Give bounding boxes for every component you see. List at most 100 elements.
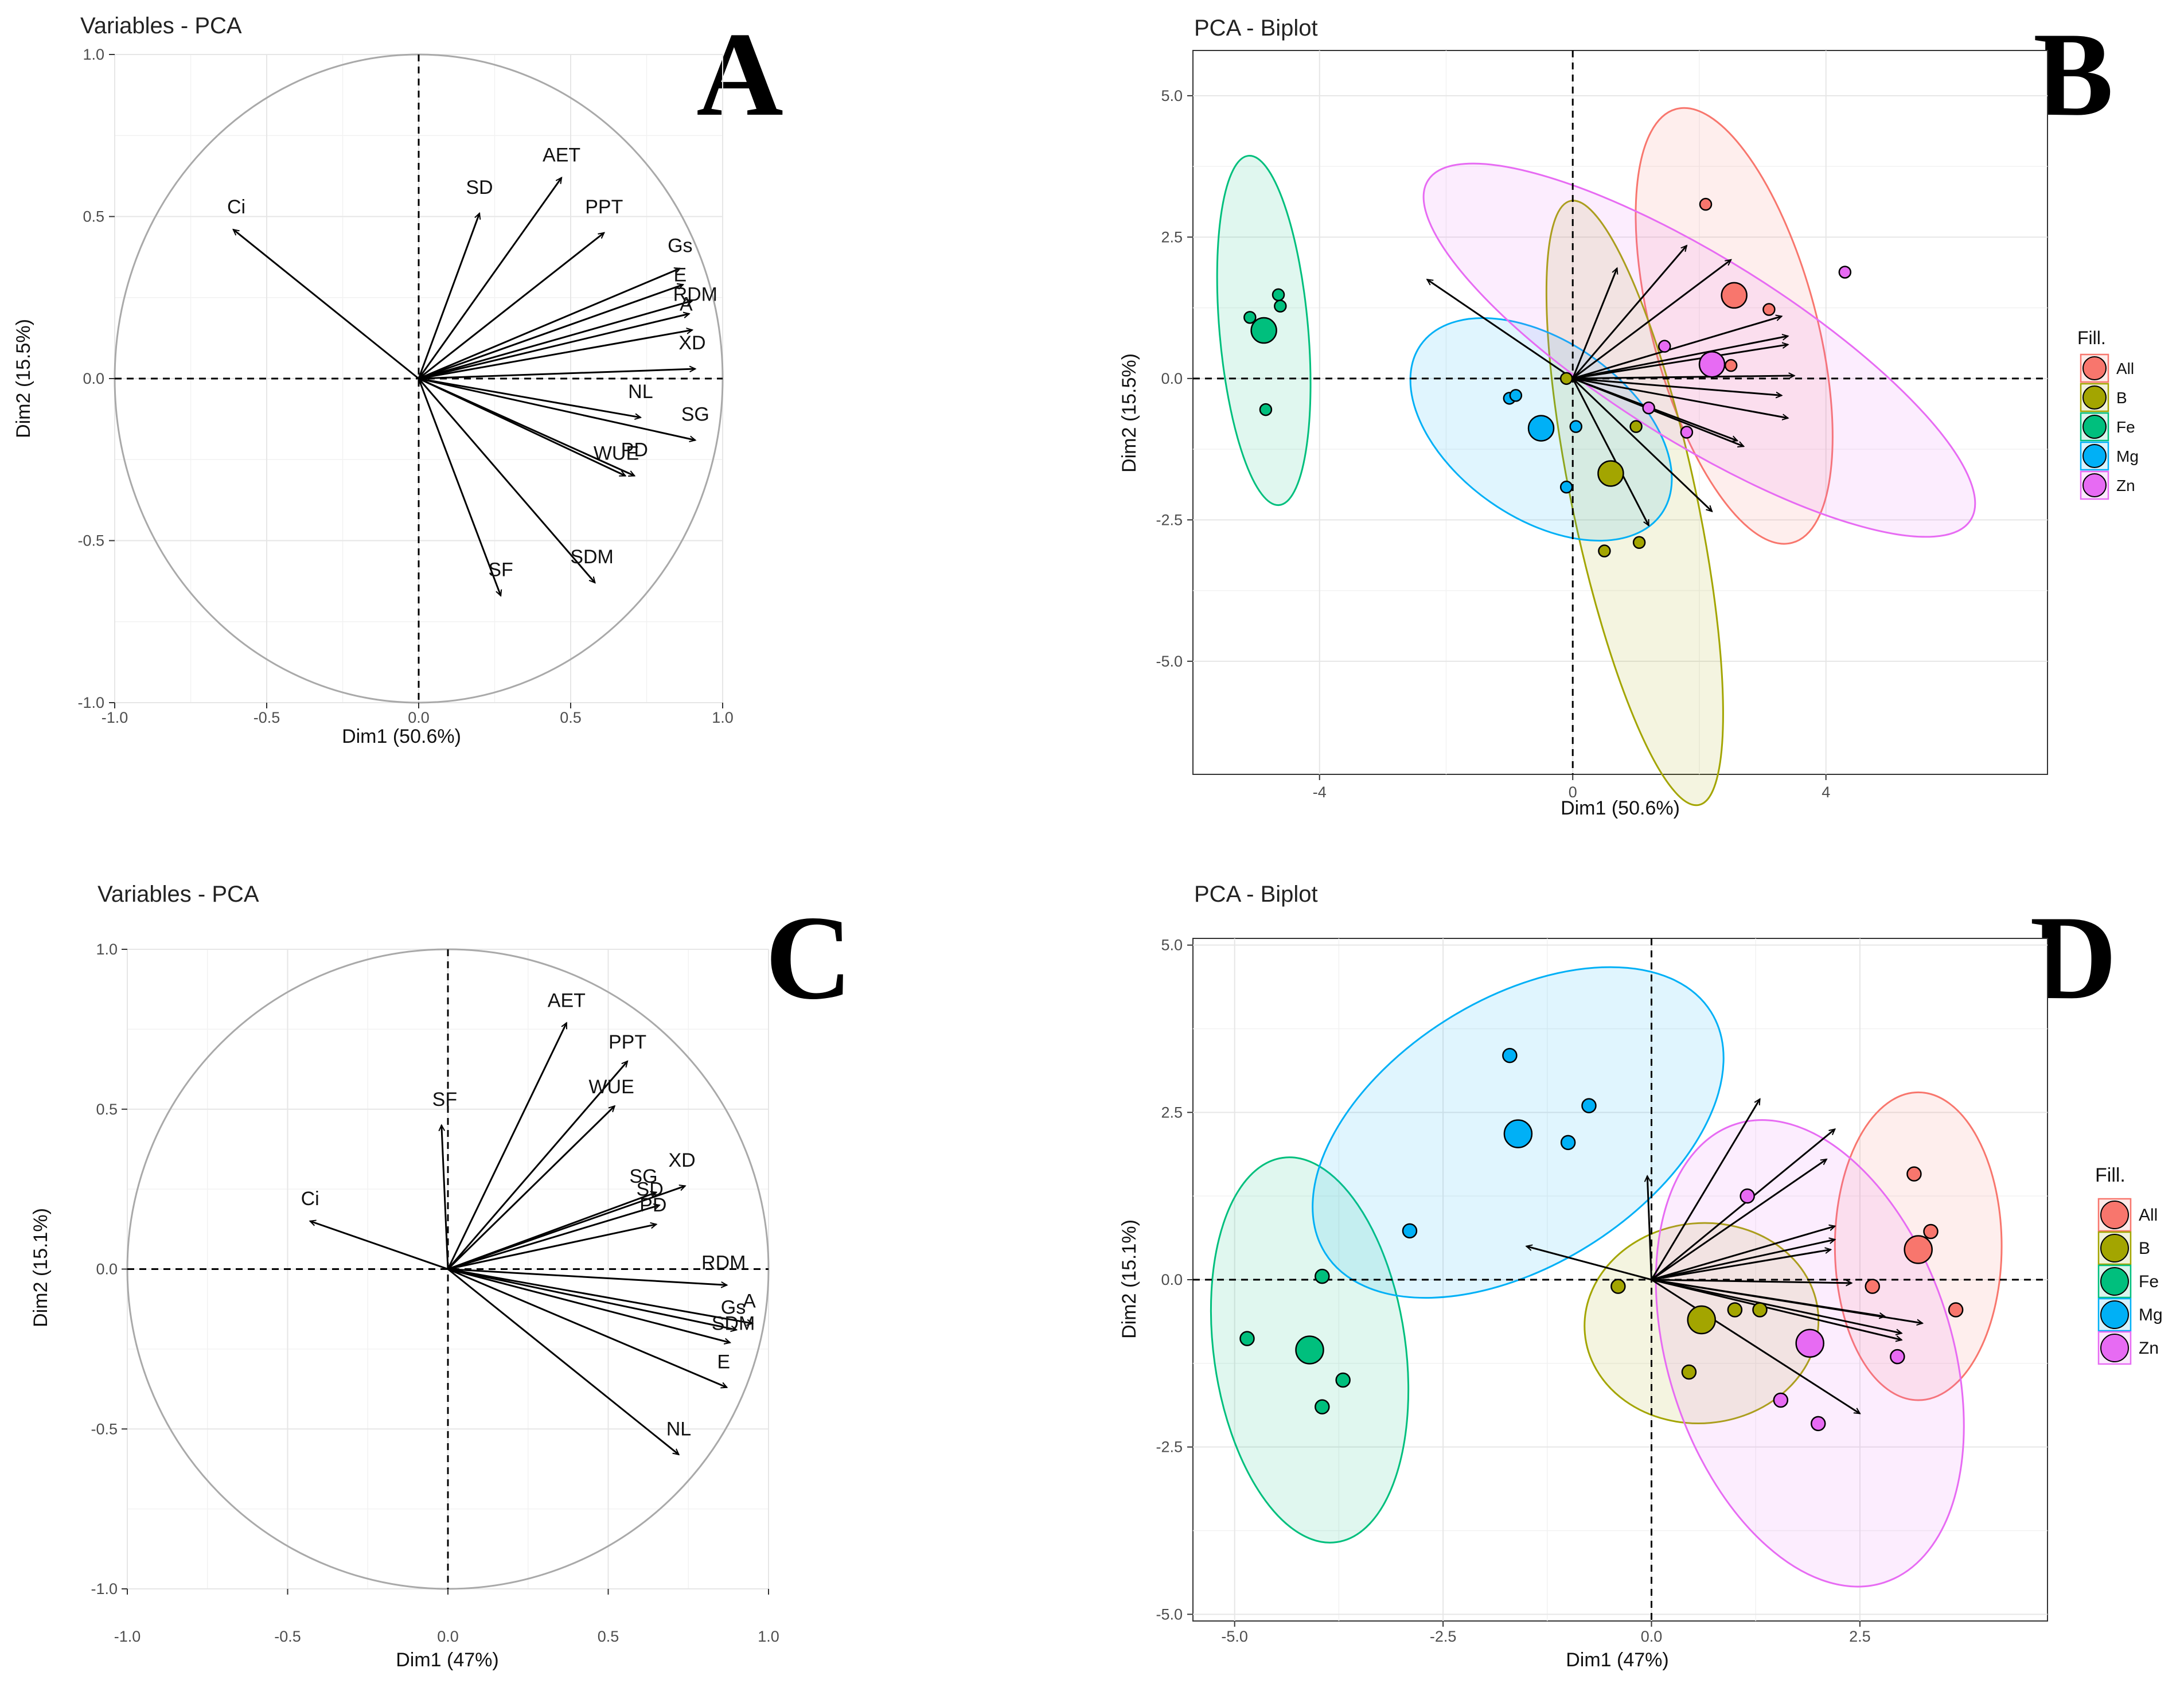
data-point [1560,1135,1576,1151]
data-point [1810,1416,1826,1432]
data-point [1239,1331,1255,1346]
x-tick-label: 0.5 [598,1628,619,1645]
vector-label: AET [548,989,586,1011]
x-axis-label: Dim1 (47%) [396,1649,498,1671]
y-axis-label: Dim2 (15.1%) [1118,1219,1140,1339]
biplot-arrow [1572,377,1712,512]
x-tick-label: 1.0 [758,1628,779,1645]
biplot-arrow [1651,1279,1902,1333]
y-tick-label: -2.5 [1156,1439,1183,1456]
vector-arrow [418,268,680,380]
vector-arrow [418,377,634,476]
legend-key-dot [2082,444,2107,468]
data-point [1773,1392,1789,1408]
y-tick-label: 0.0 [96,1261,118,1278]
data-point [1642,401,1655,415]
vector-arrow [233,229,419,380]
vector-label: XD [678,332,705,354]
data-point [1315,1268,1330,1284]
biplot-arrow [1572,377,1737,441]
x-tick-label: -4 [1313,784,1327,801]
vector-arrow [418,178,561,379]
x-axis-label: Dim1 (47%) [1566,1649,1668,1671]
vector-arrow [418,301,692,380]
legend-label: Zn [2116,477,2135,494]
vector-label: RDM [673,283,717,305]
biplot-arrow [1571,268,1617,379]
data-point [1681,1364,1697,1380]
x-tick-label: 0.0 [1641,1628,1663,1645]
data-point [1740,1188,1755,1204]
vector-arrow [418,233,604,380]
panel-title: Variables - PCA [98,882,259,907]
group-centroid [1795,1328,1824,1358]
x-tick-label: -1.0 [102,709,128,726]
vector-arrow [418,377,695,440]
y-tick-label: 0.0 [1161,370,1183,387]
vector-arrow [447,1106,615,1270]
legend-label: B [2116,389,2127,407]
vector-label: NL [628,381,653,403]
biplot-arrow [1651,1279,1852,1283]
vector-arrow [447,1061,627,1270]
plot-border [1192,50,2048,775]
y-tick-label: 0.5 [83,208,104,225]
y-axis-label: Dim2 (15.1%) [30,1208,52,1327]
biplot-arrow [1651,1226,1835,1281]
vector-arrow [310,1221,448,1270]
data-point [1559,480,1573,494]
vector-label: Ci [227,196,245,218]
x-tick-label: -0.5 [253,709,280,726]
legend-label: Fe [2116,418,2135,436]
vector-label: SG [681,403,709,425]
biplot-arrow [1651,1279,1902,1340]
biplot-arrows [1427,246,1794,525]
group-centroid [1295,1335,1324,1365]
y-tick-label: 1.0 [96,941,118,958]
legend-key-dot [2082,385,2107,410]
vector-label: NL [666,1418,691,1440]
data-point [1629,420,1643,433]
y-axis-label: Dim2 (15.5%) [13,319,34,438]
vector-label: PPT [585,196,623,218]
y-tick-label: -0.5 [77,532,104,550]
vector-label: SF [488,559,513,581]
data-point [1727,1302,1743,1318]
vector-label: AET [543,144,580,166]
vector-label: XD [668,1149,695,1171]
vector-arrow [447,1268,730,1343]
vector-arrow [418,378,501,596]
vector-label: E [717,1351,730,1373]
vector-arrow [447,1205,660,1270]
vector-arrow [418,314,689,380]
legend-label: Fe [2139,1272,2159,1291]
vector-arrow [418,213,479,379]
panel-title: PCA - Biplot [1194,15,1318,41]
data-point [1890,1349,1905,1365]
data-point [1632,536,1646,550]
vector-label: PD [621,439,648,461]
vector-arrow [447,1268,736,1330]
vector-arrow [447,1268,678,1455]
vector-arrow [418,330,692,380]
vector-label: SDM [570,546,614,568]
vector-label: Gs [668,235,692,257]
x-tick-label: 0.0 [437,1628,459,1645]
x-tick-label: 4 [1822,784,1830,801]
legend-key-dot [2100,1201,2129,1229]
legend-key-dot [2100,1334,2129,1362]
biplot-arrow [1651,1240,1835,1281]
legend-title: Fill. [2077,328,2106,348]
vector-arrow [418,378,595,583]
group-centroid [1698,350,1726,378]
biplot-arrow [1651,1250,1831,1281]
y-tick-label: 0.0 [1161,1271,1183,1288]
data-point [1272,288,1285,302]
vector-label: Ci [301,1188,319,1210]
data-point [1569,420,1582,433]
vector-label: PPT [609,1031,646,1053]
data-point [1699,197,1713,211]
biplot-arrow [1572,246,1687,379]
